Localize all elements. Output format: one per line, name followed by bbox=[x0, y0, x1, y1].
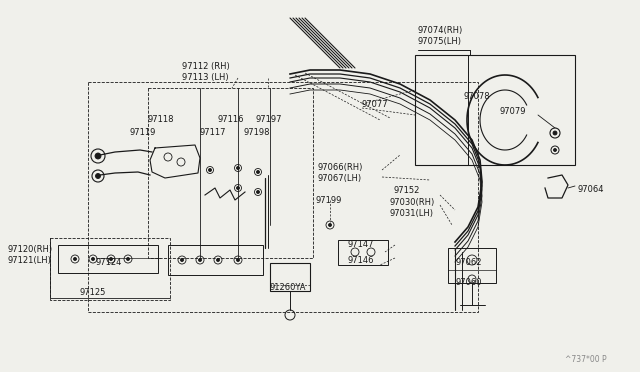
Bar bbox=[58, 245, 158, 273]
Circle shape bbox=[209, 169, 211, 171]
Bar bbox=[270, 263, 310, 291]
Circle shape bbox=[95, 173, 100, 179]
Circle shape bbox=[109, 257, 113, 260]
Circle shape bbox=[198, 259, 202, 262]
Text: 97119: 97119 bbox=[130, 128, 156, 137]
Text: 97079: 97079 bbox=[500, 107, 527, 116]
Circle shape bbox=[216, 259, 220, 262]
Text: ^737*00 P: ^737*00 P bbox=[565, 355, 607, 364]
Circle shape bbox=[237, 259, 239, 262]
Text: 97030(RH)
97031(LH): 97030(RH) 97031(LH) bbox=[390, 198, 435, 218]
Text: 97062: 97062 bbox=[455, 258, 481, 267]
Circle shape bbox=[95, 153, 101, 159]
Text: 97125: 97125 bbox=[80, 288, 106, 297]
Text: 97078: 97078 bbox=[463, 92, 490, 101]
Text: 97198: 97198 bbox=[243, 128, 269, 137]
Circle shape bbox=[328, 224, 332, 227]
Circle shape bbox=[92, 257, 95, 260]
Text: 97077: 97077 bbox=[362, 100, 388, 109]
Circle shape bbox=[257, 170, 259, 173]
Bar bbox=[415, 55, 575, 165]
Bar bbox=[168, 245, 263, 275]
Bar bbox=[50, 238, 170, 300]
Text: 97116: 97116 bbox=[218, 115, 244, 124]
Text: 97118: 97118 bbox=[148, 115, 175, 124]
Circle shape bbox=[554, 148, 557, 151]
Text: 97152: 97152 bbox=[393, 186, 419, 195]
Bar bbox=[338, 240, 388, 265]
Text: 97199: 97199 bbox=[316, 196, 342, 205]
Text: 97117: 97117 bbox=[200, 128, 227, 137]
Circle shape bbox=[180, 259, 184, 262]
Text: 97060: 97060 bbox=[455, 278, 481, 287]
Text: 97112 (RH)
97113 (LH): 97112 (RH) 97113 (LH) bbox=[182, 62, 230, 82]
Circle shape bbox=[127, 257, 129, 260]
Bar bbox=[88, 82, 478, 312]
Text: 97066(RH)
97067(LH): 97066(RH) 97067(LH) bbox=[318, 163, 364, 183]
Text: 97197: 97197 bbox=[255, 115, 282, 124]
Circle shape bbox=[237, 186, 239, 189]
Circle shape bbox=[237, 167, 239, 170]
Text: 97064: 97064 bbox=[577, 185, 604, 194]
Text: 97147: 97147 bbox=[347, 240, 374, 249]
Circle shape bbox=[553, 131, 557, 135]
Text: 97074(RH)
97075(LH): 97074(RH) 97075(LH) bbox=[418, 26, 463, 46]
Circle shape bbox=[74, 257, 77, 260]
Text: 91260YA: 91260YA bbox=[270, 283, 307, 292]
Text: 97146: 97146 bbox=[347, 256, 374, 265]
Text: 97120(RH)
97121(LH): 97120(RH) 97121(LH) bbox=[8, 245, 53, 265]
Text: 97124: 97124 bbox=[96, 258, 122, 267]
Bar bbox=[148, 88, 313, 258]
Bar bbox=[448, 248, 496, 283]
Circle shape bbox=[257, 190, 259, 193]
